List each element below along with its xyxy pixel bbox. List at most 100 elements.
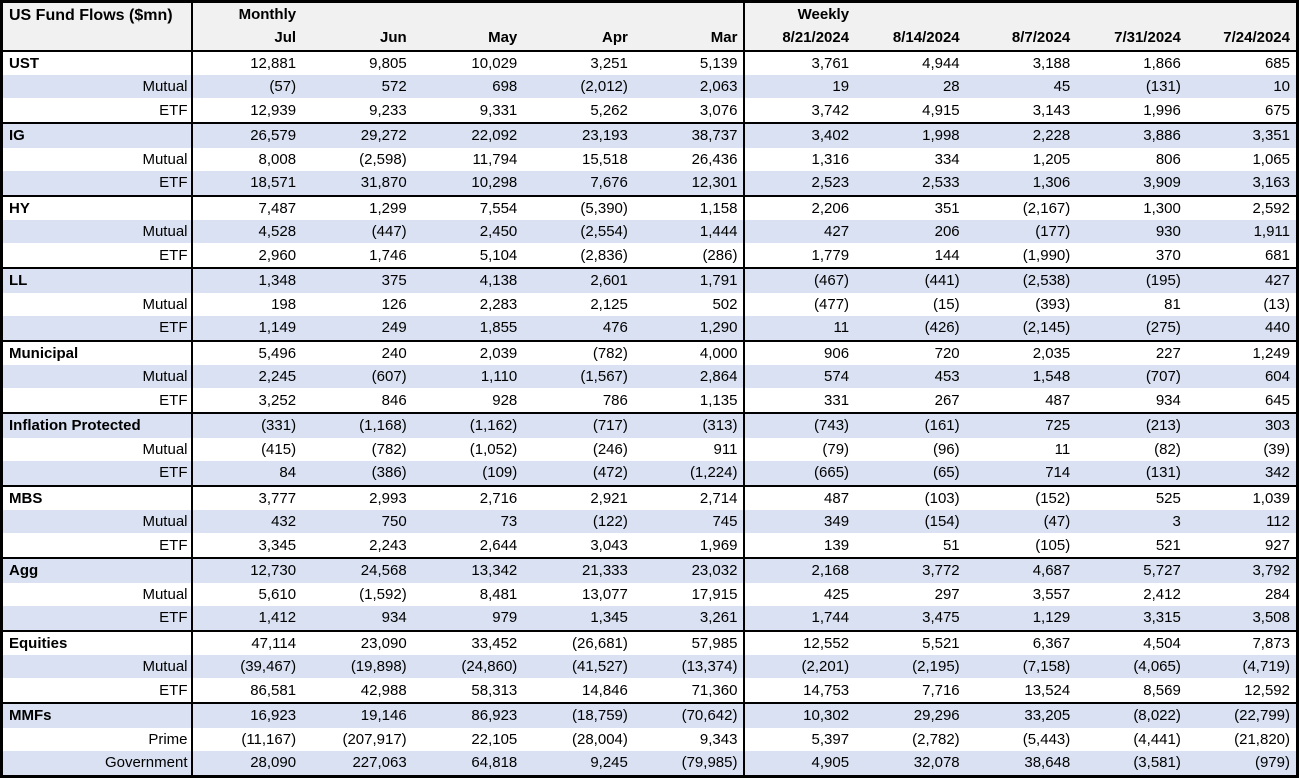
cell-value: 370 [1155, 246, 1181, 264]
cell-value: 1,911 [1253, 223, 1290, 241]
cell-value: 1,791 [633, 267, 745, 293]
cell-value: (2,836) [580, 246, 628, 264]
cell-value: (41,527) [572, 658, 628, 676]
cell-value: 2,644 [479, 536, 518, 554]
cell-value: 23,032 [633, 557, 745, 583]
cell-value: 440 [1264, 319, 1290, 337]
cell-value: 5,262 [590, 101, 628, 119]
table-row: Inflation Protected (331) (1,168) (1,162) (7… [1, 412, 1298, 438]
cell-value: 14,753 [743, 678, 856, 703]
cell-value: 1,316 [743, 147, 856, 171]
cell-value: (161) [855, 412, 966, 438]
cell-value: (18,759) [523, 702, 634, 728]
cell-value: (28,004) [572, 730, 628, 748]
cell-value: (15) [932, 295, 960, 313]
cell-value: (207,917) [342, 730, 407, 748]
cell-value: 427 [743, 220, 856, 244]
table-row: ETF 86,581 42,988 58,313 14,846 71,360 14,753 7… [1, 678, 1298, 703]
cell-value: 1,039 [1186, 484, 1298, 511]
cell-value: (1,592) [359, 585, 407, 603]
cell-value: 1,998 [855, 122, 966, 148]
column-header: May [412, 25, 524, 51]
cell-value: 14,846 [581, 681, 628, 699]
cell-value: (5,443) [1022, 730, 1071, 748]
cell-value: 112 [1266, 513, 1290, 531]
cell-value: 351 [855, 194, 966, 221]
table-row: Agg 12,730 24,568 13,342 21,333 23,032 2,168 3,… [1, 557, 1298, 583]
cell-value: 685 [1186, 49, 1298, 76]
cell-value: (103) [855, 484, 966, 511]
cell-value: 3,909 [1143, 174, 1181, 192]
cell-value: 29,296 [855, 702, 966, 728]
cell-value: 2,714 [633, 484, 745, 511]
cell-value: 2,716 [412, 484, 524, 511]
cell-value: 720 [855, 339, 966, 366]
cell-value: (1,990) [1022, 246, 1071, 264]
cell-value: (3,581) [1133, 754, 1181, 772]
cell-value: (743) [743, 412, 856, 438]
cell-value: 3,351 [1186, 122, 1298, 148]
cell-value: (707) [1145, 368, 1181, 386]
cell-value: (122) [592, 513, 628, 531]
cell-value: (472) [592, 464, 628, 482]
cell-value: 1,779 [743, 243, 856, 268]
cell-value: 3,761 [743, 49, 856, 76]
cell-value: 1,110 [480, 368, 518, 386]
cell-value: 1,548 [1032, 368, 1071, 386]
table-row: ETF 12,939 9,233 9,331 5,262 3,076 3,742 4,915 3… [1, 98, 1298, 123]
cell-value: 7,554 [412, 194, 524, 221]
cell-value: 86,581 [250, 681, 297, 699]
table-row: ETF 2,960 1,746 5,104 (2,836) (286) 1,779 144 (1… [1, 243, 1298, 268]
table-title: US Fund Flows ($mn) [1, 1, 193, 51]
cell-value: (665) [743, 460, 856, 486]
cell-value: (195) [1076, 267, 1187, 293]
table-row: Mutual 4,528 (447) 2,450 (2,554) 1,444 427 206 (… [1, 220, 1298, 244]
table-row: Mutual (57) 572 698 (2,012) 2,063 19 28 45 (131) 1… [1, 75, 1298, 99]
cell-value: 2,960 [258, 246, 297, 264]
cell-value: 5,727 [1076, 557, 1187, 583]
column-header: 7/24/2024 [1186, 25, 1298, 51]
cell-value: 28 [942, 78, 960, 96]
row-label-group: UST [1, 49, 193, 76]
cell-value: 7,487 [191, 194, 303, 221]
row-label-sub: ETF [1, 98, 193, 123]
cell-value: (782) [371, 440, 407, 458]
weekly-section-label: Weekly [743, 1, 856, 26]
cell-value: 714 [1045, 464, 1071, 482]
cell-value: (1,052) [469, 440, 518, 458]
cell-value: 432 [271, 513, 297, 531]
cell-value: 3,777 [191, 484, 303, 511]
cell-value: 1,158 [633, 194, 745, 221]
cell-value: 38,737 [633, 122, 745, 148]
cell-value: 4,138 [412, 267, 524, 293]
cell-value: 3,475 [922, 609, 960, 627]
cell-value: 126 [381, 295, 407, 313]
row-label-sub: ETF [1, 243, 193, 268]
cell-value: 206 [934, 223, 960, 241]
cell-value: 73 [500, 513, 518, 531]
cell-value: 2,206 [743, 194, 856, 221]
column-header: Apr [523, 25, 634, 51]
cell-value: 453 [934, 368, 960, 386]
cell-value: 2,921 [523, 484, 634, 511]
cell-value: 7,716 [922, 681, 960, 699]
table-row: Mutual (39,467) (19,898) (24,860) (41,527) (1… [1, 655, 1298, 679]
cell-value: 7,873 [1186, 629, 1298, 656]
table-row: LL 1,348 375 4,138 2,601 1,791 (467) (441) (2,53… [1, 267, 1298, 293]
cell-value: 681 [1264, 246, 1290, 264]
column-header: 8/7/2024 [965, 25, 1077, 51]
cell-value: (477) [743, 292, 856, 316]
cell-value: 3,163 [1252, 174, 1290, 192]
cell-value: 16,923 [191, 702, 303, 728]
cell-value: 427 [1186, 267, 1298, 293]
cell-value: 3,076 [699, 101, 738, 119]
cell-value: 5,104 [479, 246, 518, 264]
cell-value: 750 [381, 513, 407, 531]
cell-value: 3,252 [258, 391, 297, 409]
cell-value: 5,496 [191, 339, 303, 366]
cell-value: 10,302 [743, 702, 856, 728]
cell-value: 1,300 [1076, 194, 1187, 221]
cell-value: 64,818 [471, 754, 518, 772]
cell-value: 26,436 [691, 150, 738, 168]
row-label-sub: Mutual [1, 220, 193, 244]
